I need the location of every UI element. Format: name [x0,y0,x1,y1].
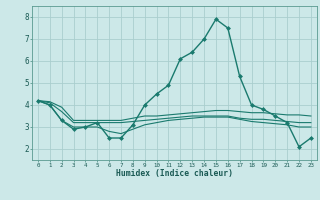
X-axis label: Humidex (Indice chaleur): Humidex (Indice chaleur) [116,169,233,178]
